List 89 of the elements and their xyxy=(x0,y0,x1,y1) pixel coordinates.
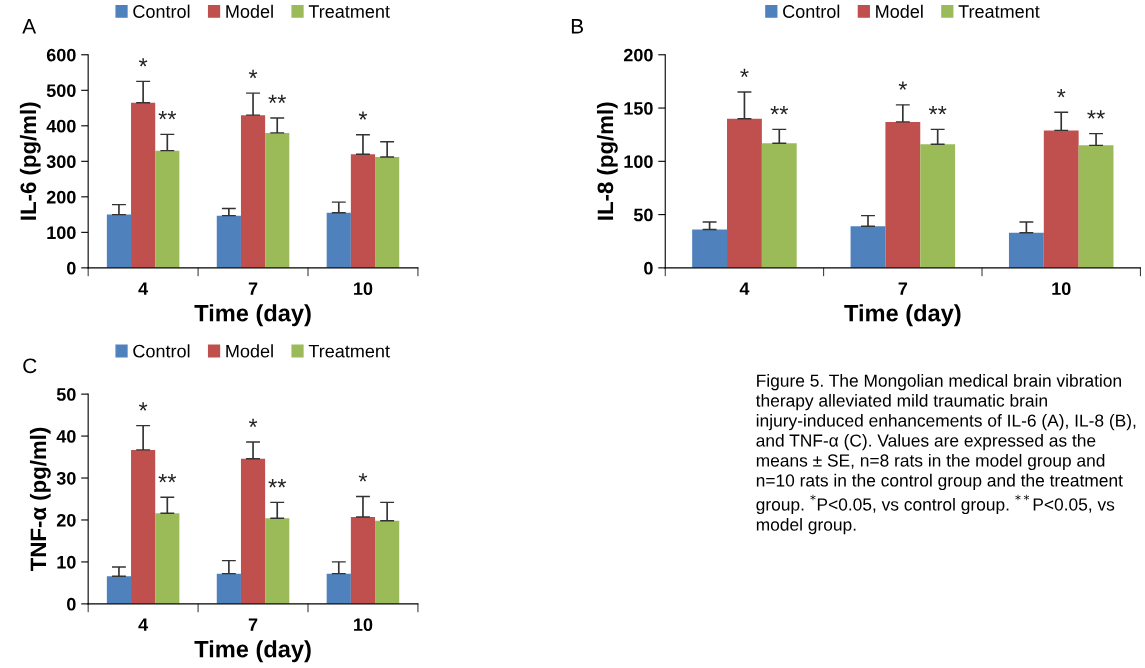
y-axis-title: IL-6 (pg/ml) xyxy=(19,102,41,220)
y-tick-label: 20 xyxy=(56,513,76,527)
text: Figure 5. The Mongolian medical brain vibration therapy alleviated mild traumatic brain injury-induced enhancements of IL-6 (A), IL-8 (B), and TNF-α (C). Values are expressed as the means ± SE, n=8 rats in the model group and n=10 rats in the control group and the treatment group. $^{*}$P<0.05, vs control group. $^{**}$P<0.05, vs model group. xyxy=(755,374,1136,535)
bar xyxy=(326,212,351,268)
bar xyxy=(240,115,266,268)
bar xyxy=(1008,232,1044,268)
y-tick-label: 200 xyxy=(623,48,653,62)
bar xyxy=(692,229,728,268)
data-label: ** xyxy=(268,94,287,104)
data-label: * xyxy=(138,58,148,67)
bar xyxy=(375,157,400,268)
data-label: * xyxy=(248,69,258,79)
y-tick-label: 150 xyxy=(624,101,653,115)
legend-label: Treatment xyxy=(308,344,390,358)
bar xyxy=(326,573,351,604)
x-tick-label: 10 xyxy=(1052,282,1071,296)
bar xyxy=(106,576,132,604)
bar xyxy=(106,214,132,268)
data-label: * xyxy=(1057,89,1066,98)
bar xyxy=(216,215,241,268)
data-label: ** xyxy=(158,111,177,120)
bar xyxy=(920,144,956,268)
y-tick-label: 400 xyxy=(46,119,76,133)
legend-label: Treatment xyxy=(308,5,390,18)
legend-label: Model xyxy=(226,344,273,358)
y-axis-title: TNF-α (pg/ml) xyxy=(29,427,51,571)
x-axis-title: Time (day) xyxy=(194,304,311,327)
y-tick-label: 600 xyxy=(46,48,76,62)
bar xyxy=(1043,130,1079,268)
y-tick-label: 50 xyxy=(56,388,76,401)
x-tick-label: 4 xyxy=(739,282,750,295)
bar xyxy=(350,154,376,268)
y-tick-label: 0 xyxy=(644,261,653,275)
y-tick-label: 200 xyxy=(46,190,76,204)
data-label: ** xyxy=(1087,110,1105,119)
legend-label: Control xyxy=(133,4,190,18)
text: C xyxy=(23,358,37,374)
data-label: * xyxy=(138,402,148,411)
x-tick-label: 7 xyxy=(248,618,258,631)
data-label: * xyxy=(358,111,368,120)
x-tick-label: 10 xyxy=(354,618,373,632)
bar xyxy=(375,520,400,604)
bar xyxy=(131,102,156,268)
bar xyxy=(1078,145,1114,268)
y-axis-title: IL-8 (pg/ml) xyxy=(596,102,618,220)
bar xyxy=(265,518,290,604)
x-axis-title: Time (day) xyxy=(844,304,961,327)
y-tick-label: 10 xyxy=(57,555,76,569)
y-tick-label: 30 xyxy=(56,471,76,485)
x-tick-label: 7 xyxy=(248,282,258,295)
x-axis-title: Time (day) xyxy=(194,640,311,663)
y-tick-label: 100 xyxy=(47,226,76,240)
legend-label: Control xyxy=(783,4,840,18)
text: A xyxy=(22,19,37,34)
bar xyxy=(727,118,762,268)
data-label: ** xyxy=(268,479,287,488)
x-tick-label: 7 xyxy=(898,282,908,295)
legend-label: Model xyxy=(226,4,273,18)
data-label: * xyxy=(248,418,258,427)
bar xyxy=(761,143,797,268)
bar xyxy=(216,573,241,604)
bar xyxy=(885,121,921,268)
x-tick-label: 4 xyxy=(138,618,149,631)
legend-label: Control xyxy=(133,344,190,358)
bar xyxy=(155,150,180,268)
data-label: ** xyxy=(928,106,947,115)
bar xyxy=(850,226,886,268)
y-tick-label: 0 xyxy=(67,261,76,275)
bar xyxy=(265,132,290,268)
bar xyxy=(131,449,156,604)
y-tick-label: 50 xyxy=(633,208,653,222)
data-label: * xyxy=(898,81,908,90)
data-label: ** xyxy=(158,474,177,483)
bar xyxy=(240,458,266,604)
y-tick-label: 300 xyxy=(46,155,76,169)
y-tick-label: 500 xyxy=(46,84,76,98)
bar xyxy=(155,513,180,604)
text: B xyxy=(571,19,584,34)
y-tick-label: 100 xyxy=(624,155,653,169)
x-tick-label: 10 xyxy=(354,282,373,296)
y-tick-label: 0 xyxy=(67,597,76,611)
legend-label: Treatment xyxy=(958,5,1040,18)
data-label: ** xyxy=(770,106,789,115)
bar xyxy=(350,517,376,604)
y-tick-label: 40 xyxy=(56,430,76,443)
data-label: * xyxy=(358,473,368,482)
data-label: * xyxy=(740,68,749,78)
legend-label: Model xyxy=(876,4,923,18)
x-tick-label: 4 xyxy=(138,282,149,295)
